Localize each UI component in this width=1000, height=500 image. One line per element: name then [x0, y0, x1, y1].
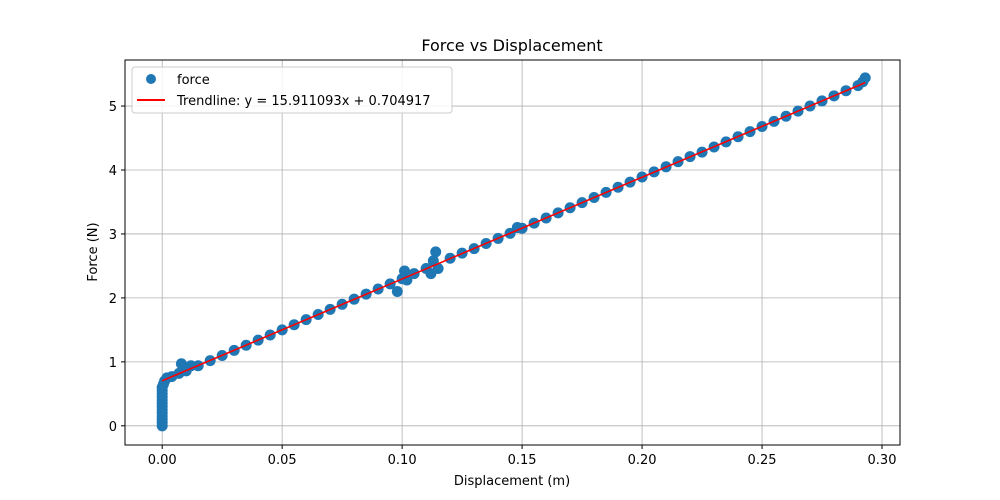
y-tick-label: 5 [109, 100, 117, 115]
y-axis-label: Force (N) [86, 222, 101, 281]
data-point [430, 246, 442, 258]
data-point [391, 286, 403, 298]
y-tick-label: 4 [109, 164, 117, 179]
plot-area [156, 72, 871, 432]
legend-label-force: force [177, 73, 210, 88]
y-tick-label: 1 [109, 356, 117, 371]
x-tick-label: 0.10 [388, 453, 417, 468]
legend: force Trendline: y = 15.911093x + 0.7049… [131, 66, 453, 114]
y-axis-ticks: 0 1 2 3 4 5 [109, 100, 125, 435]
trendline [161, 81, 866, 382]
x-tick-label: 0.25 [748, 453, 777, 468]
legend-label-trendline: Trendline: y = 15.911093x + 0.704917 [176, 94, 431, 109]
y-tick-label: 2 [109, 292, 117, 307]
legend-box [131, 66, 453, 114]
y-tick-label: 3 [109, 228, 117, 243]
x-tick-label: 0.15 [508, 453, 537, 468]
x-tick-label: 0.05 [268, 453, 297, 468]
legend-marker-force [146, 74, 156, 84]
x-axis-ticks: 0.00 0.05 0.10 0.15 0.20 0.25 0.30 [148, 445, 897, 468]
x-axis-label: Displacement (m) [454, 474, 570, 489]
x-tick-label: 0.30 [868, 453, 897, 468]
x-tick-label: 0.00 [148, 453, 177, 468]
axes-frame [124, 59, 901, 446]
chart-title: Force vs Displacement [421, 36, 602, 55]
data-point [399, 265, 411, 277]
data-point [859, 72, 871, 84]
x-tick-label: 0.20 [628, 453, 657, 468]
y-tick-label: 0 [109, 420, 117, 435]
